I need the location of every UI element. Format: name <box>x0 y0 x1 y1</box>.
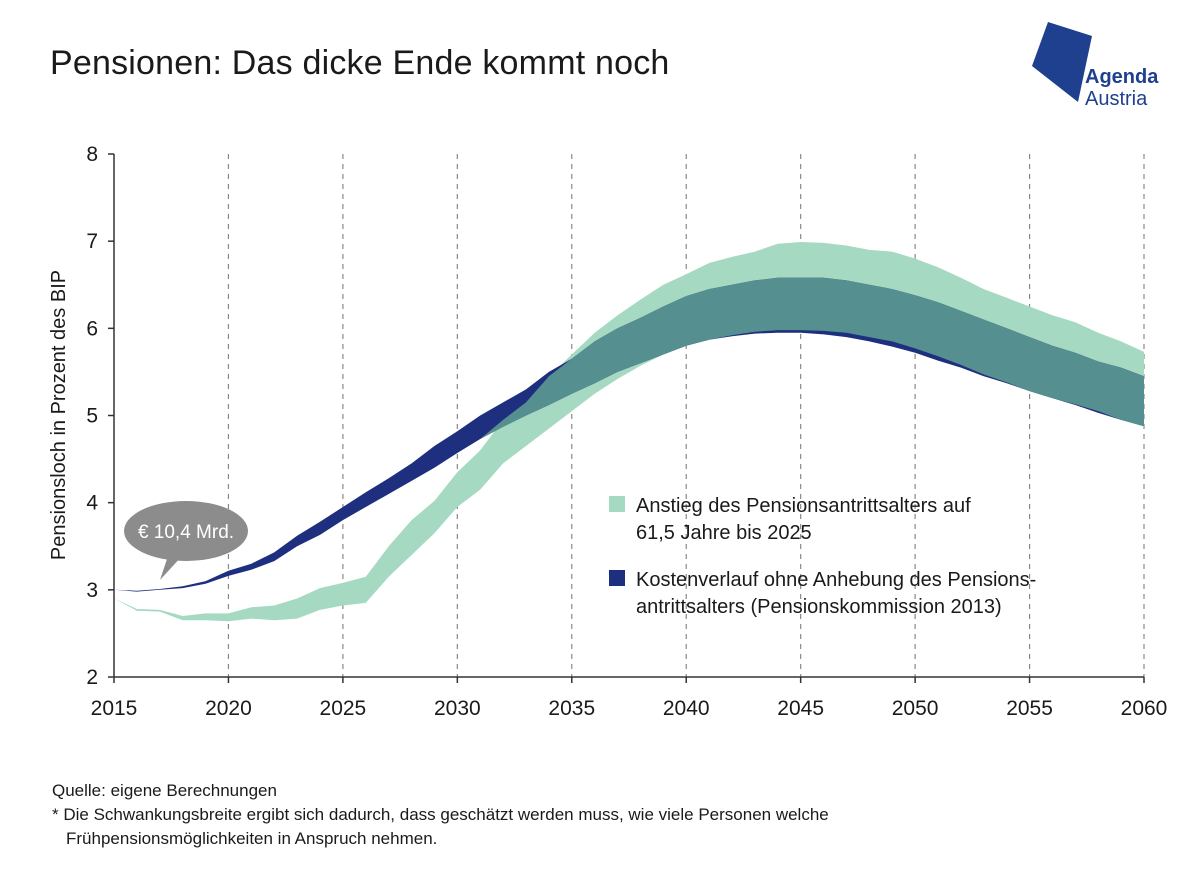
band-overlap <box>114 277 1144 592</box>
logo-text-austria: Austria <box>1085 88 1148 110</box>
agenda-austria-logo: Agenda Austria <box>1030 22 1180 112</box>
x-tick-label: 2050 <box>892 697 939 720</box>
legend-label-green-line2: 61,5 Jahre bis 2025 <box>636 522 812 544</box>
y-axis-ticks: 2 3 4 5 6 7 8 <box>86 143 114 689</box>
legend-label-green-line1: Anstieg des Pensionsantrittsalters auf <box>636 495 971 517</box>
callout-pointer <box>160 556 182 580</box>
x-tick-label: 2035 <box>548 697 595 720</box>
chart-bands <box>114 242 1144 622</box>
y-tick-label: 2 <box>86 666 98 689</box>
logo-diamond-icon <box>1032 22 1092 102</box>
x-tick-label: 2030 <box>434 697 481 720</box>
legend-swatch-blue <box>609 570 625 586</box>
x-tick-label: 2060 <box>1121 697 1168 720</box>
footer-note-line1: * Die Schwankungsbreite ergibt sich dadu… <box>52 805 829 824</box>
y-tick-label: 6 <box>86 317 98 340</box>
footer-note-line2: Frühpensionsmöglichkeiten in Anspruch ne… <box>66 829 438 848</box>
x-axis-ticks: 2015 2020 2025 2030 2035 2040 2045 2050 2055 2060 <box>91 677 1168 720</box>
y-tick-label: 8 <box>86 143 98 166</box>
legend-swatch-green <box>609 496 625 512</box>
x-tick-label: 2055 <box>1006 697 1053 720</box>
y-tick-label: 5 <box>86 405 98 428</box>
x-tick-label: 2045 <box>777 697 824 720</box>
callout-text: € 10,4 Mrd. <box>138 522 234 543</box>
legend-label-blue-line1: Kostenverlauf ohne Anhebung des Pensions… <box>636 569 1036 591</box>
y-axis-label: Pensionsloch in Prozent des BIP <box>48 270 70 560</box>
y-tick-label: 7 <box>86 230 98 253</box>
footer-source: Quelle: eigene Berechnungen <box>52 781 277 800</box>
callout-bubble-shape <box>124 501 248 561</box>
legend: Anstieg des Pensionsantrittsalters auf 6… <box>609 495 1036 618</box>
x-tick-label: 2015 <box>91 697 138 720</box>
x-tick-label: 2040 <box>663 697 710 720</box>
y-tick-label: 4 <box>86 492 98 515</box>
logo-text-agenda: Agenda <box>1085 66 1159 88</box>
chart-title: Pensionen: Das dicke Ende kommt noch <box>50 44 670 82</box>
band-green <box>114 242 1144 622</box>
x-tick-label: 2020 <box>205 697 252 720</box>
legend-label-blue-line2: antrittsalters (Pensionskommission 2013) <box>636 596 1002 618</box>
callout-bubble: € 10,4 Mrd. <box>124 501 248 580</box>
x-tick-label: 2025 <box>320 697 367 720</box>
y-tick-label: 3 <box>86 579 98 602</box>
